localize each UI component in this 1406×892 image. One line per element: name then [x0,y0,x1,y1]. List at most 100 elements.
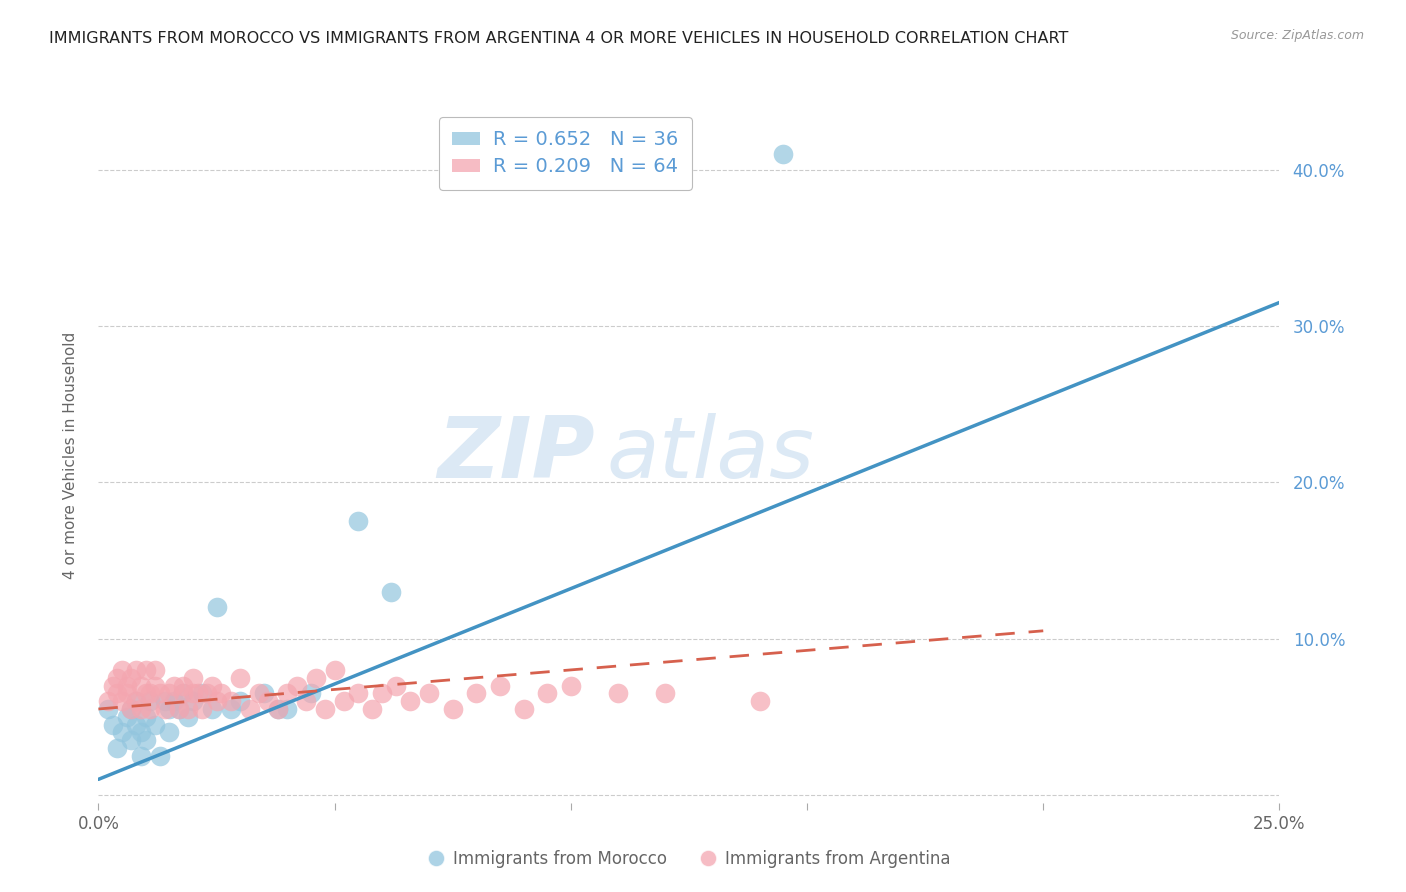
Point [276,686,298,700]
Point [380,584,402,599]
Point [181,671,204,685]
Point [195,686,218,700]
Point [135,710,157,724]
Point [121,702,143,716]
Point [772,147,794,161]
Point [139,686,162,700]
Point [97,694,120,708]
Point [201,702,224,716]
Point [143,717,166,731]
Point [139,694,162,708]
Point [187,686,209,700]
Point [299,686,322,700]
Text: IMMIGRANTS FROM MOROCCO VS IMMIGRANTS FROM ARGENTINA 4 OR MORE VEHICLES IN HOUSE: IMMIGRANTS FROM MOROCCO VS IMMIGRANTS FR… [49,31,1069,46]
Point [229,694,252,708]
Point [536,686,558,700]
Point [361,702,384,716]
Point [125,694,148,708]
Point [143,679,166,693]
Point [371,686,394,700]
Point [153,694,176,708]
Point [115,679,138,693]
Point [167,702,190,716]
Point [129,725,152,739]
Point [135,686,157,700]
Point [201,679,224,693]
Point [219,702,242,716]
Text: Source: ZipAtlas.com: Source: ZipAtlas.com [1230,29,1364,42]
Point [205,600,228,615]
Point [121,733,143,747]
Point [267,702,290,716]
Point [105,671,128,685]
Point [121,702,143,716]
Text: ZIP: ZIP [437,413,595,497]
Point [101,679,124,693]
Point [115,710,138,724]
Point [247,686,270,700]
Point [143,663,166,677]
Point [115,686,138,700]
Point [167,702,190,716]
Point [607,686,630,700]
Point [105,741,128,756]
Point [121,671,143,685]
Point [347,514,370,528]
Point [125,694,148,708]
Point [418,686,440,700]
Point [441,702,464,716]
Point [219,694,242,708]
Point [465,686,488,700]
Point [333,694,356,708]
Point [229,671,252,685]
Point [129,748,152,763]
Y-axis label: 4 or more Vehicles in Household: 4 or more Vehicles in Household [63,331,77,579]
Point [191,702,214,716]
Point [125,663,148,677]
Point [205,694,228,708]
Point [257,694,280,708]
Point [385,679,408,693]
Point [163,679,186,693]
Point [157,702,180,716]
Point [323,663,346,677]
Point [157,725,180,739]
Point [748,694,770,708]
Point [97,702,120,716]
Point [560,679,582,693]
Point [314,702,336,716]
Point [157,686,180,700]
Point [163,694,186,708]
Point [111,663,134,677]
Point [139,702,162,716]
Point [105,686,128,700]
Point [129,702,152,716]
Point [177,702,200,716]
Point [111,725,134,739]
Point [399,694,422,708]
Point [135,663,157,677]
Legend: Immigrants from Morocco, Immigrants from Argentina: Immigrants from Morocco, Immigrants from… [420,843,957,874]
Point [111,694,134,708]
Text: atlas: atlas [606,413,814,497]
Point [181,694,204,708]
Point [172,686,194,700]
Point [181,686,204,700]
Point [267,702,290,716]
Point [347,686,370,700]
Point [149,748,172,763]
Point [276,702,298,716]
Point [285,679,308,693]
Point [209,686,232,700]
Point [191,686,214,700]
Point [253,686,276,700]
Point [135,733,157,747]
Point [153,702,176,716]
Point [129,679,152,693]
Point [295,694,318,708]
Point [489,679,512,693]
Point [172,679,194,693]
Point [172,686,194,700]
Point [239,702,262,716]
Point [512,702,534,716]
